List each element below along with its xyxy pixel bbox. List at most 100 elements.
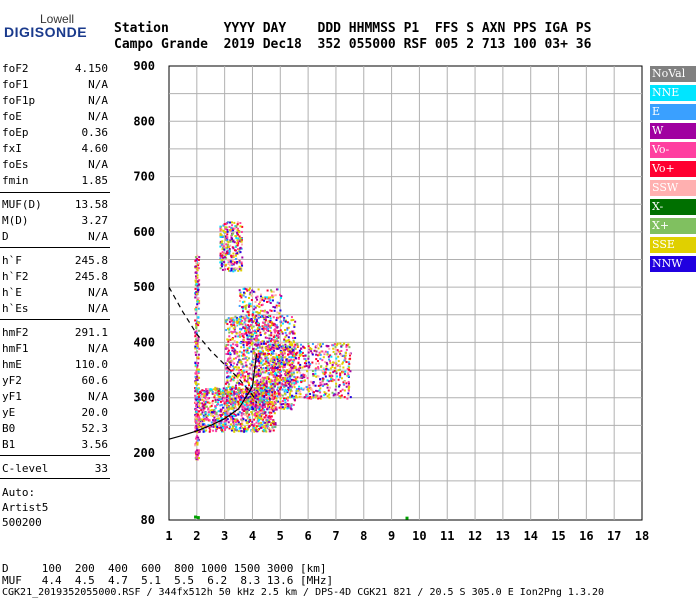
scatter-point bbox=[266, 421, 269, 424]
scatter-point bbox=[216, 393, 219, 396]
scatter-point bbox=[246, 359, 249, 362]
scatter-point bbox=[239, 237, 242, 240]
scatter-point bbox=[244, 315, 247, 318]
scatter-point bbox=[250, 336, 253, 339]
scatter-point bbox=[317, 384, 320, 387]
param-value: N/A bbox=[88, 230, 108, 243]
param-name: foE bbox=[2, 110, 22, 123]
scatter-point bbox=[348, 352, 351, 355]
scatter-point bbox=[272, 344, 275, 347]
scatter-point bbox=[274, 324, 277, 327]
scatter-point bbox=[245, 329, 248, 332]
scatter-point bbox=[272, 419, 275, 422]
scatter-point bbox=[234, 258, 237, 261]
scatter-point bbox=[292, 330, 295, 333]
scatter-point bbox=[213, 415, 216, 418]
scatter-point bbox=[218, 395, 221, 398]
scatter-point bbox=[272, 379, 275, 382]
scatter-point bbox=[347, 384, 350, 387]
scatter-point bbox=[267, 368, 270, 371]
scatter-point bbox=[297, 357, 300, 360]
scatter-point bbox=[291, 344, 294, 347]
scatter-point bbox=[239, 373, 242, 376]
scatter-point bbox=[271, 407, 274, 410]
scatter-point bbox=[198, 400, 201, 403]
scatter-point bbox=[194, 389, 197, 392]
scatter-point bbox=[229, 264, 232, 267]
scatter-point bbox=[264, 336, 267, 339]
scatter-point bbox=[253, 338, 256, 341]
scatter-point bbox=[343, 359, 346, 362]
scatter-point bbox=[286, 406, 289, 409]
scatter-point bbox=[274, 425, 277, 428]
scatter-point bbox=[256, 298, 259, 301]
param-value: N/A bbox=[88, 302, 108, 315]
scatter-point bbox=[266, 360, 269, 363]
scatter-point bbox=[275, 373, 278, 376]
scatter-point bbox=[262, 310, 265, 313]
scatter-point bbox=[307, 387, 310, 390]
scatter-point bbox=[275, 354, 278, 357]
scatter-point bbox=[244, 385, 247, 388]
scatter-point bbox=[277, 334, 280, 337]
scatter-point bbox=[288, 361, 291, 364]
scatter-point bbox=[195, 338, 198, 341]
scatter-point bbox=[254, 353, 257, 356]
scatter-point bbox=[198, 256, 201, 259]
scatter-point bbox=[285, 340, 288, 343]
scatter-point bbox=[261, 409, 264, 412]
scatter-point bbox=[206, 392, 209, 395]
scatter-point bbox=[259, 316, 262, 319]
scatter-point bbox=[281, 322, 284, 325]
scatter-point bbox=[279, 296, 282, 299]
scatter-point bbox=[242, 341, 245, 344]
scatter-point bbox=[204, 388, 207, 391]
scatter-point bbox=[325, 392, 328, 395]
scatter-point bbox=[319, 391, 322, 394]
scatter-point bbox=[270, 337, 273, 340]
scatter-point bbox=[268, 373, 271, 376]
scatter-point bbox=[282, 361, 285, 364]
scatter-point bbox=[292, 339, 295, 342]
scatter-point bbox=[307, 355, 310, 358]
scatter-point bbox=[231, 337, 234, 340]
scatter-point bbox=[303, 374, 306, 377]
scatter-point bbox=[274, 372, 277, 375]
scatter-point bbox=[246, 372, 249, 375]
scatter-point bbox=[238, 372, 241, 375]
scatter-point bbox=[201, 426, 204, 429]
y-tick-label: 900 bbox=[133, 59, 155, 73]
scatter-point bbox=[272, 373, 275, 376]
scatter-point bbox=[235, 423, 238, 426]
scatter-point bbox=[304, 354, 307, 357]
scatter-point bbox=[290, 374, 293, 377]
scatter-point bbox=[297, 361, 300, 364]
scatter-point bbox=[336, 393, 339, 396]
param-name: hmE bbox=[2, 358, 22, 371]
scatter-point bbox=[270, 429, 273, 432]
scatter-point bbox=[235, 235, 238, 238]
scatter-point bbox=[266, 289, 269, 292]
scatter-point bbox=[284, 343, 287, 346]
scatter-point bbox=[247, 377, 250, 380]
scatter-point bbox=[228, 328, 231, 331]
scatter-point bbox=[253, 392, 256, 395]
scatter-point bbox=[275, 397, 278, 400]
scatter-point bbox=[194, 420, 197, 423]
scatter-point bbox=[271, 422, 274, 425]
scatter-point bbox=[230, 346, 233, 349]
scatter-point bbox=[218, 422, 221, 425]
scatter-point bbox=[244, 323, 247, 326]
scatter-point bbox=[243, 379, 246, 382]
scatter-point bbox=[267, 352, 270, 355]
scatter-point bbox=[202, 414, 205, 417]
scatter-point bbox=[229, 270, 232, 273]
scatter-point bbox=[332, 347, 335, 350]
scatter-point bbox=[324, 393, 327, 396]
scatter-point bbox=[208, 402, 211, 405]
scatter-point bbox=[224, 415, 227, 418]
scatter-point bbox=[263, 424, 266, 427]
scatter-point bbox=[251, 336, 254, 339]
scatter-point bbox=[230, 361, 233, 364]
scatter-point bbox=[283, 392, 286, 395]
